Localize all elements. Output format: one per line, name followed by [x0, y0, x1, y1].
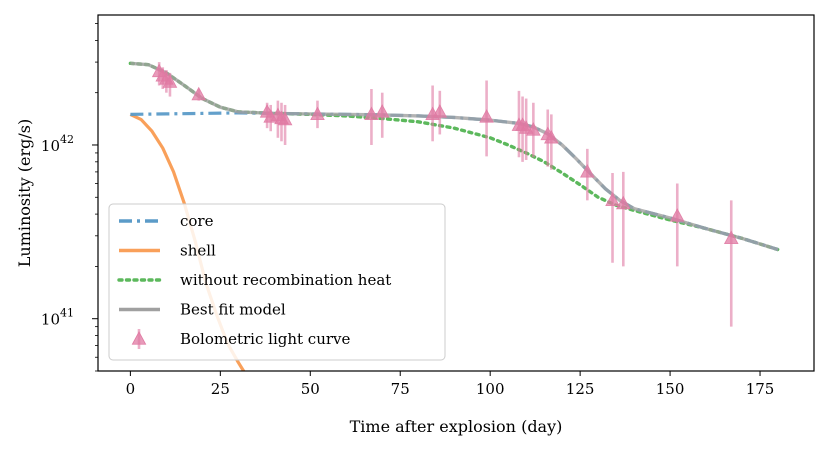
data-point-marker: [605, 192, 620, 207]
legend-label-bolometric-light-curve: Bolometric light curve: [180, 330, 351, 348]
data-point-marker: [479, 109, 494, 123]
data-point-marker: [432, 104, 448, 118]
data-point-marker: [277, 111, 293, 126]
y-axis-label: Luminosity (erg/s): [15, 119, 34, 267]
data-point-marker: [191, 86, 207, 101]
data-point-marker: [723, 230, 739, 245]
data-point-marker: [364, 106, 379, 121]
legend-label-without-recombination-heat: without recombination heat: [180, 271, 391, 289]
data-point-marker: [310, 106, 325, 121]
x-tick-label: 150: [656, 380, 685, 398]
data-point-marker: [669, 208, 685, 222]
x-tick-label: 25: [211, 380, 230, 398]
legend-box: [108, 203, 446, 361]
legend-label-shell: shell: [180, 242, 216, 260]
x-tick-label: 100: [476, 380, 505, 398]
x-tick-label: 75: [391, 380, 410, 398]
x-tick-label: 0: [126, 380, 136, 398]
data-point-marker: [544, 129, 559, 144]
x-tick-label: 50: [301, 380, 320, 398]
plot-area: [128, 61, 780, 371]
legend-swatch-bolometric-light-curve: [131, 331, 147, 345]
x-tick-label: 175: [746, 380, 775, 398]
legend: core shell without recombination heat Best …: [108, 203, 446, 361]
plot-frame: [97, 14, 815, 372]
legend-label-core: core: [180, 212, 214, 230]
x-axis-label: Time after explosion (day): [350, 417, 563, 436]
data-point-marker: [162, 74, 178, 88]
data-point-marker: [615, 195, 631, 210]
data-point-marker: [374, 104, 390, 118]
x-tick-label: 125: [566, 380, 595, 398]
data-point-marker: [580, 164, 595, 178]
legend-label-best-fit-model: Best fit model: [180, 301, 286, 319]
data-point-marker: [526, 122, 541, 136]
